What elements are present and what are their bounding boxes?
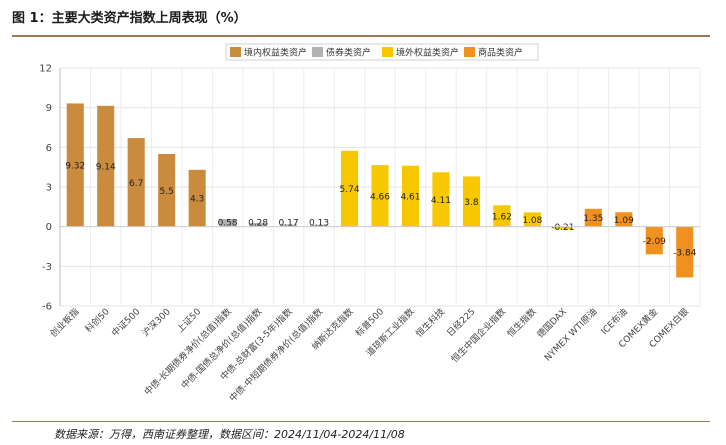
bar-value-label: 1.09 bbox=[614, 216, 634, 226]
bar-value-label: 4.66 bbox=[370, 192, 390, 202]
bar bbox=[676, 226, 694, 278]
bar-value-label: -0.21 bbox=[551, 223, 574, 233]
bar bbox=[554, 226, 572, 230]
legend-label: 债券类资产 bbox=[326, 47, 371, 59]
footer-divider bbox=[12, 421, 710, 422]
bar bbox=[249, 222, 267, 227]
bar-value-label: 5.74 bbox=[340, 185, 360, 195]
x-tick-label: 创业板指 bbox=[47, 306, 81, 340]
legend-swatch bbox=[230, 47, 241, 57]
bar-value-label: 9.32 bbox=[65, 162, 85, 172]
x-tick-label: 科创50 bbox=[83, 305, 113, 335]
bar bbox=[371, 165, 389, 227]
page-title: 图 1：主要大类资产指数上周表现（%） bbox=[12, 11, 247, 26]
legend-label: 商品类资产 bbox=[478, 47, 523, 59]
bar bbox=[310, 224, 328, 227]
legend-swatch bbox=[464, 47, 475, 57]
bar-value-label: 9.14 bbox=[96, 163, 116, 173]
bar-value-label: 5.5 bbox=[160, 187, 174, 197]
y-tick-label: 9 bbox=[46, 103, 52, 114]
x-tick-label: 中证500 bbox=[109, 305, 143, 339]
bar bbox=[127, 138, 145, 227]
legend-label: 境内权益类资产 bbox=[244, 47, 307, 59]
bar-value-label: 0.28 bbox=[248, 219, 268, 229]
bar-value-label: -2.09 bbox=[643, 237, 667, 247]
x-tick-label: 恒生中国企业指数 bbox=[449, 306, 508, 365]
bar-value-label: 1.35 bbox=[583, 214, 603, 224]
bar-value-label: 1.08 bbox=[522, 216, 542, 226]
bar bbox=[280, 224, 298, 227]
y-tick-label: -6 bbox=[42, 302, 52, 313]
x-tick-label: 上证50 bbox=[175, 306, 204, 335]
bar-value-label: -3.84 bbox=[673, 249, 697, 259]
bar bbox=[66, 103, 84, 227]
y-tick-label: 3 bbox=[46, 183, 52, 194]
value-labels: 9.32 9.14 6.7 5.5 4.3 0.58 0.28 0.17 0.13 5.74 4.6… bbox=[65, 162, 696, 259]
legend-swatch bbox=[382, 47, 393, 57]
bar bbox=[493, 205, 511, 227]
y-tick-label: 12 bbox=[39, 64, 52, 75]
x-tick-label: ICE布油 bbox=[598, 306, 630, 338]
x-tick-label: 恒生科技 bbox=[413, 306, 447, 340]
y-tick-label: 0 bbox=[46, 222, 52, 233]
bar bbox=[615, 212, 633, 227]
bar bbox=[523, 212, 541, 227]
bars bbox=[66, 103, 694, 278]
x-tick-label: 日经225 bbox=[444, 306, 477, 339]
x-tick-label: 沪深300 bbox=[139, 305, 173, 339]
x-tick-label: 恒生指数 bbox=[505, 306, 539, 340]
bar bbox=[432, 172, 450, 227]
legend-swatch bbox=[312, 47, 323, 57]
legend-label: 境外权益类资产 bbox=[396, 47, 459, 59]
source-note: 数据来源：万得，西南证券整理，数据区间：2024/11/04-2024/11/0… bbox=[54, 428, 405, 441]
title-divider bbox=[12, 35, 710, 37]
legend: 境内权益类资产 债券类资产 境外权益类资产 商品类资产 bbox=[225, 43, 539, 61]
bar bbox=[219, 218, 237, 227]
bar-value-label: 0.17 bbox=[279, 219, 299, 229]
bar-value-label: 0.58 bbox=[218, 219, 238, 229]
bar-value-label: 4.3 bbox=[190, 195, 204, 205]
bar-value-label: 3.8 bbox=[464, 198, 479, 208]
bar bbox=[340, 150, 359, 227]
bar-value-label: 1.62 bbox=[492, 212, 512, 222]
bar-value-label: 6.7 bbox=[129, 179, 143, 189]
bar-value-label: 0.13 bbox=[309, 219, 329, 229]
y-tick-label: -3 bbox=[42, 262, 52, 273]
bar-value-label: 4.61 bbox=[400, 193, 420, 203]
bar bbox=[97, 105, 115, 227]
bar bbox=[584, 208, 602, 227]
x-tick-label: NYMEX WTI原油 bbox=[542, 306, 600, 364]
bar bbox=[401, 165, 420, 227]
bar bbox=[158, 153, 176, 227]
bar-chart: 境内权益类资产 债券类资产 境外权益类资产 商品类资产 9.32 9.14 6.7 5.5 4… bbox=[39, 43, 701, 404]
bar-value-label: 4.11 bbox=[431, 196, 451, 206]
bar bbox=[462, 176, 480, 227]
y-tick-label: 6 bbox=[46, 143, 52, 154]
bar bbox=[645, 226, 663, 255]
bar bbox=[188, 169, 206, 227]
